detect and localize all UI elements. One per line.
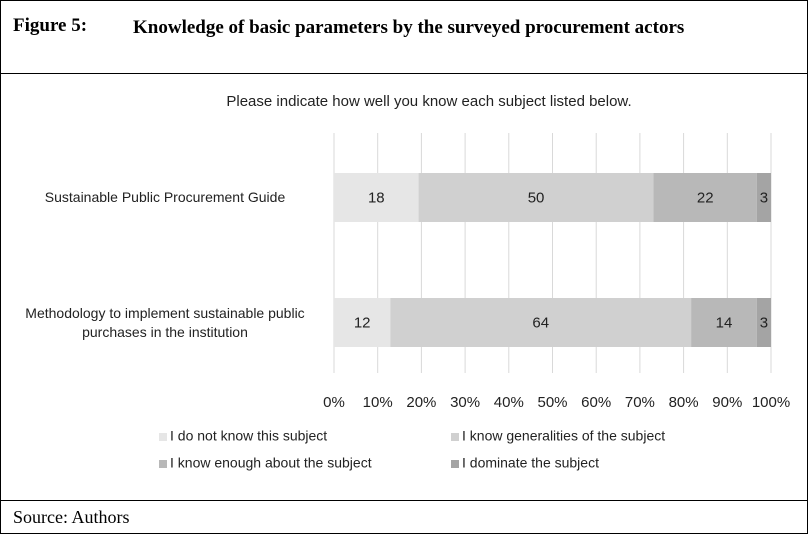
bar-segment <box>756 173 771 222</box>
x-tick-label: 70% <box>625 394 655 411</box>
bar-segment <box>418 173 654 222</box>
chart-subtitle: Please indicate how well you know each s… <box>226 93 631 110</box>
x-tick-label: 50% <box>537 394 567 411</box>
legend-swatch <box>159 433 167 441</box>
legend-swatch <box>159 460 167 468</box>
data-label: 14 <box>716 314 733 331</box>
chart-title: Knowledge of basic parameters by the sur… <box>133 17 685 38</box>
bar-segment <box>390 298 692 347</box>
legend-swatch <box>451 460 459 468</box>
data-label: 50 <box>528 189 545 206</box>
figure-header: Figure 5: Knowledge of basic parameters … <box>1 1 807 74</box>
chart: Please indicate how well you know each s… <box>25 93 790 471</box>
bar-segment <box>334 298 391 347</box>
legend-swatch <box>451 433 459 441</box>
x-tick-label: 0% <box>323 394 345 411</box>
bar-segment <box>691 298 757 347</box>
x-tick-label: 30% <box>450 394 480 411</box>
figure-label: Figure 5: <box>13 15 88 36</box>
data-label: 22 <box>697 189 714 206</box>
data-label: 64 <box>532 314 549 331</box>
y-tick-label: Sustainable Public Procurement Guide <box>44 189 286 205</box>
x-tick-label: 80% <box>669 394 699 411</box>
x-tick-label: 20% <box>406 394 436 411</box>
x-tick-label: 40% <box>494 394 524 411</box>
x-tick-label: 100% <box>752 394 790 411</box>
data-label: 3 <box>760 189 768 206</box>
x-tick-label: 60% <box>581 394 611 411</box>
data-label: 3 <box>760 314 768 331</box>
legend-label: I know enough about the subject <box>170 455 372 471</box>
source-row: Source: Authors <box>1 500 807 533</box>
legend-label: I do not know this subject <box>170 428 327 444</box>
data-label: 18 <box>368 189 385 206</box>
y-tick-label: Methodology to implement sustainable pub… <box>25 304 305 340</box>
bar-segment <box>334 173 419 222</box>
data-label: 12 <box>354 314 371 331</box>
category-label-box: Sustainable Public Procurement Guide <box>44 189 286 205</box>
x-tick-label: 90% <box>712 394 742 411</box>
x-tick-label: 10% <box>363 394 393 411</box>
category-label-box: Methodology to implement sustainable pub… <box>25 304 305 340</box>
bar-segment <box>653 173 757 222</box>
legend-label: I dominate the subject <box>462 455 599 471</box>
legend-label: I know generalities of the subject <box>462 428 665 444</box>
bar-segment <box>756 298 771 347</box>
source: Source: Authors <box>13 507 130 527</box>
